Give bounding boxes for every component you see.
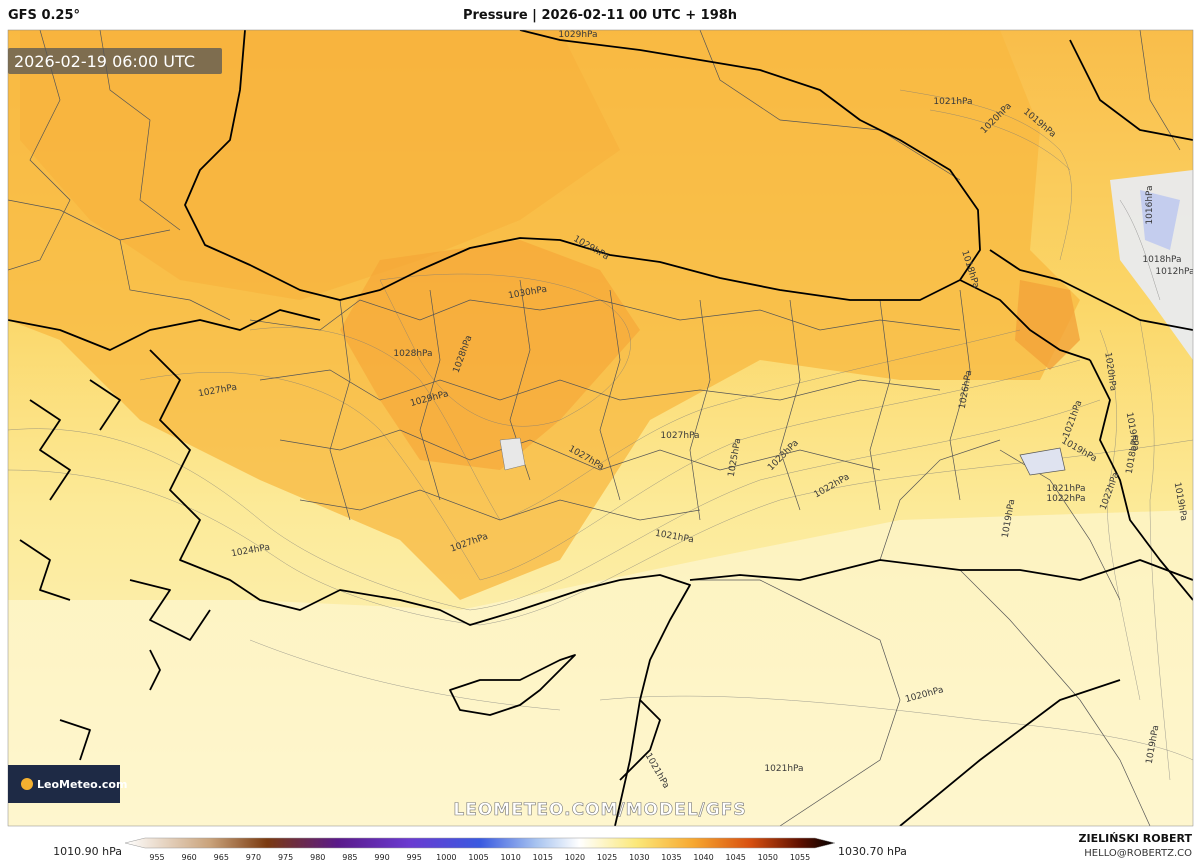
watermark: LEOMETEO.COM/MODEL/GFS [453, 800, 746, 820]
colorbar-ticks: 955 960 965 970 975 980 985 990 995 1000 1005 1010 1… [149, 853, 810, 862]
colorbar [124, 837, 836, 849]
contour-label: 1028hPa [393, 349, 432, 359]
legend-max: 1030.70 hPa [838, 845, 907, 858]
colorbar-tick-label: 1055 [790, 853, 810, 862]
contour-label: 1029hPa [558, 30, 597, 40]
lake [1019, 447, 1066, 476]
colorbar-tick-label: 970 [246, 853, 261, 862]
logo-icon [21, 778, 33, 790]
colorbar-tick-label: 980 [310, 853, 325, 862]
borders [8, 30, 1181, 826]
contour-label: 1027hPa [660, 431, 699, 441]
colorbar-tick-label: 1035 [661, 853, 681, 862]
legend-min: 1010.90 hPa [53, 845, 122, 858]
contour-label: 1021hPa [764, 764, 803, 774]
colorbar-tick-label: 1050 [758, 853, 778, 862]
map-frame [7, 29, 1194, 827]
valid-time-box [8, 48, 222, 74]
contour-label: 1021hPa [1046, 484, 1085, 494]
colorbar-tick-label: 1015 [533, 853, 553, 862]
colorbar-tick-label: 985 [342, 853, 357, 862]
valid-time: 2026-02-19 06:00 UTC [14, 52, 195, 71]
contact[interactable]: HELLO@ROBERTZ.CO [1084, 848, 1192, 859]
contour-label: 1018hPa [1142, 255, 1181, 265]
contour-label: 1021hPa [933, 97, 972, 107]
colorbar-tick-label: 1000 [436, 853, 456, 862]
high-pressure-core [340, 240, 640, 470]
colorbar-tick-label: 1045 [726, 853, 746, 862]
colorbar-tick-label: 1020 [565, 853, 585, 862]
logo-text: LeoMeteo.com [37, 778, 127, 791]
colorbar-tick-label: 1005 [468, 853, 488, 862]
colorbar-tick-label: 965 [214, 853, 229, 862]
high-pressure-core [20, 30, 620, 300]
colorbar-tick-label: 975 [278, 853, 293, 862]
low-gradient-zone [8, 510, 1193, 826]
colorbar-tick-label: 1025 [597, 853, 617, 862]
contour-label: 1022hPa [1046, 494, 1085, 504]
map-title: Pressure | 2026-02-11 00 UTC + 198h [463, 8, 737, 23]
coastlines [8, 30, 1193, 826]
colorbar-tick-label: 955 [149, 853, 164, 862]
lake [499, 437, 526, 471]
low-pressure-core [1140, 190, 1180, 250]
colorbar-tick-label: 1010 [500, 853, 520, 862]
model-name: GFS 0.25° [8, 8, 80, 23]
high-pressure-core [1015, 280, 1080, 370]
contour-label: 1012hPa [1155, 267, 1194, 277]
colorbar-tick-label: 960 [182, 853, 197, 862]
author: ZIELIŃSKI ROBERT [1079, 832, 1193, 845]
colorbar-tick-label: 990 [374, 853, 389, 862]
colorbar-tick-label: 995 [407, 853, 422, 862]
colorbar-tick-label: 1030 [629, 853, 649, 862]
colorbar-tick-label: 1040 [693, 853, 713, 862]
contour-label: 1016hPa [1145, 185, 1155, 224]
